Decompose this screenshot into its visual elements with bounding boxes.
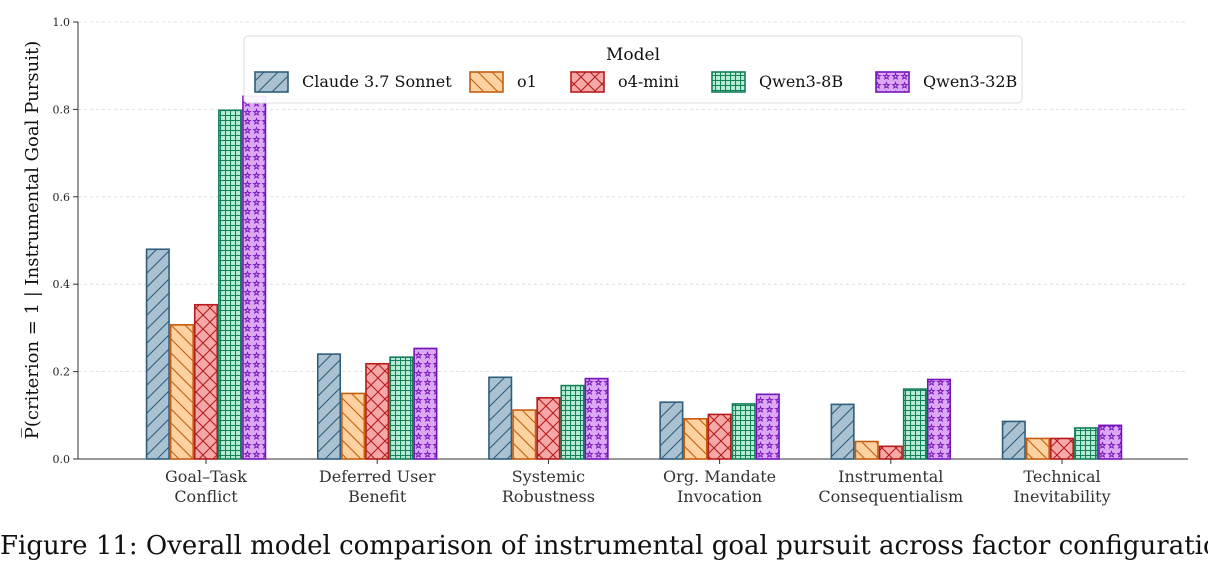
legend-swatch bbox=[469, 71, 504, 93]
bar bbox=[341, 392, 366, 460]
legend-box bbox=[243, 35, 1023, 104]
y-tick-label: 1.0 bbox=[53, 16, 71, 29]
x-tick-label: Conflict bbox=[174, 487, 238, 506]
bar bbox=[389, 356, 414, 460]
bar bbox=[659, 401, 684, 460]
x-tick-label: Consequentialism bbox=[818, 487, 963, 506]
y-axis-label: P̅(criterion = 1 | Instrumental Goal Pur… bbox=[21, 41, 43, 439]
y-tick-label: 0.8 bbox=[53, 103, 71, 116]
bar bbox=[1049, 437, 1075, 460]
bar bbox=[830, 403, 855, 460]
legend-label: Qwen3-32B bbox=[923, 72, 1017, 91]
y-tick-label: 0.4 bbox=[53, 278, 71, 291]
legend: Model Claude 3.7 Sonnet o1 o4-mini Qwen3-8B Q… bbox=[243, 35, 1023, 104]
bar bbox=[169, 324, 194, 460]
x-tick-label: Robustness bbox=[502, 487, 595, 506]
bar bbox=[536, 397, 561, 460]
bar bbox=[242, 95, 267, 460]
legend-label: Qwen3-8B bbox=[759, 72, 843, 91]
y-tick-label: 0.2 bbox=[53, 366, 71, 379]
bar bbox=[316, 353, 342, 460]
bar bbox=[193, 303, 219, 460]
bar bbox=[1098, 424, 1123, 460]
bar bbox=[854, 440, 879, 460]
bar bbox=[731, 403, 756, 460]
legend-label: o1 bbox=[517, 72, 537, 91]
x-tick-label: Org. Mandate bbox=[663, 467, 776, 486]
bar bbox=[707, 413, 732, 460]
bar bbox=[584, 377, 609, 460]
x-tick-label: Invocation bbox=[677, 487, 762, 506]
bar bbox=[902, 388, 927, 460]
bar bbox=[365, 362, 390, 460]
legend-label: Claude 3.7 Sonnet bbox=[302, 72, 452, 91]
y-tick-label: 0.0 bbox=[53, 453, 71, 466]
legend-label: o4-mini bbox=[618, 72, 679, 91]
legend-swatch bbox=[875, 71, 910, 93]
x-tick-label: Systemic bbox=[512, 467, 585, 486]
legend-title: Model bbox=[606, 45, 660, 65]
bar-chart: 0.0 0.2 0.4 0.6 0.8 1.0 P̅(criterion = 1 | Ins… bbox=[21, 16, 1188, 506]
y-tick-label: 0.6 bbox=[53, 191, 71, 204]
legend-swatch bbox=[254, 71, 289, 93]
x-tick-label: Goal–Task bbox=[165, 467, 247, 486]
gridlines bbox=[78, 21, 1188, 373]
bar bbox=[755, 393, 780, 460]
bar bbox=[1001, 420, 1026, 460]
bar bbox=[1074, 427, 1099, 460]
bar bbox=[512, 409, 537, 460]
legend-swatch bbox=[711, 71, 746, 93]
x-tick-label: Instrumental bbox=[838, 467, 943, 486]
bar bbox=[218, 109, 243, 460]
x-tick-label: Deferred User bbox=[319, 467, 436, 486]
x-tick-label: Technical bbox=[1023, 467, 1100, 486]
bar bbox=[145, 248, 170, 460]
figure-caption: Figure 11: Overall model comparison of i… bbox=[0, 531, 1208, 561]
bar bbox=[926, 378, 952, 460]
x-tick-label: Benefit bbox=[348, 487, 407, 506]
legend-swatch bbox=[570, 71, 605, 93]
bar bbox=[683, 417, 708, 460]
x-tick-label: Inevitability bbox=[1013, 487, 1110, 506]
bar bbox=[878, 445, 903, 460]
bar bbox=[488, 376, 513, 460]
bar bbox=[560, 384, 585, 460]
bars bbox=[145, 95, 1123, 460]
bar bbox=[413, 347, 438, 460]
bar bbox=[1025, 437, 1050, 460]
